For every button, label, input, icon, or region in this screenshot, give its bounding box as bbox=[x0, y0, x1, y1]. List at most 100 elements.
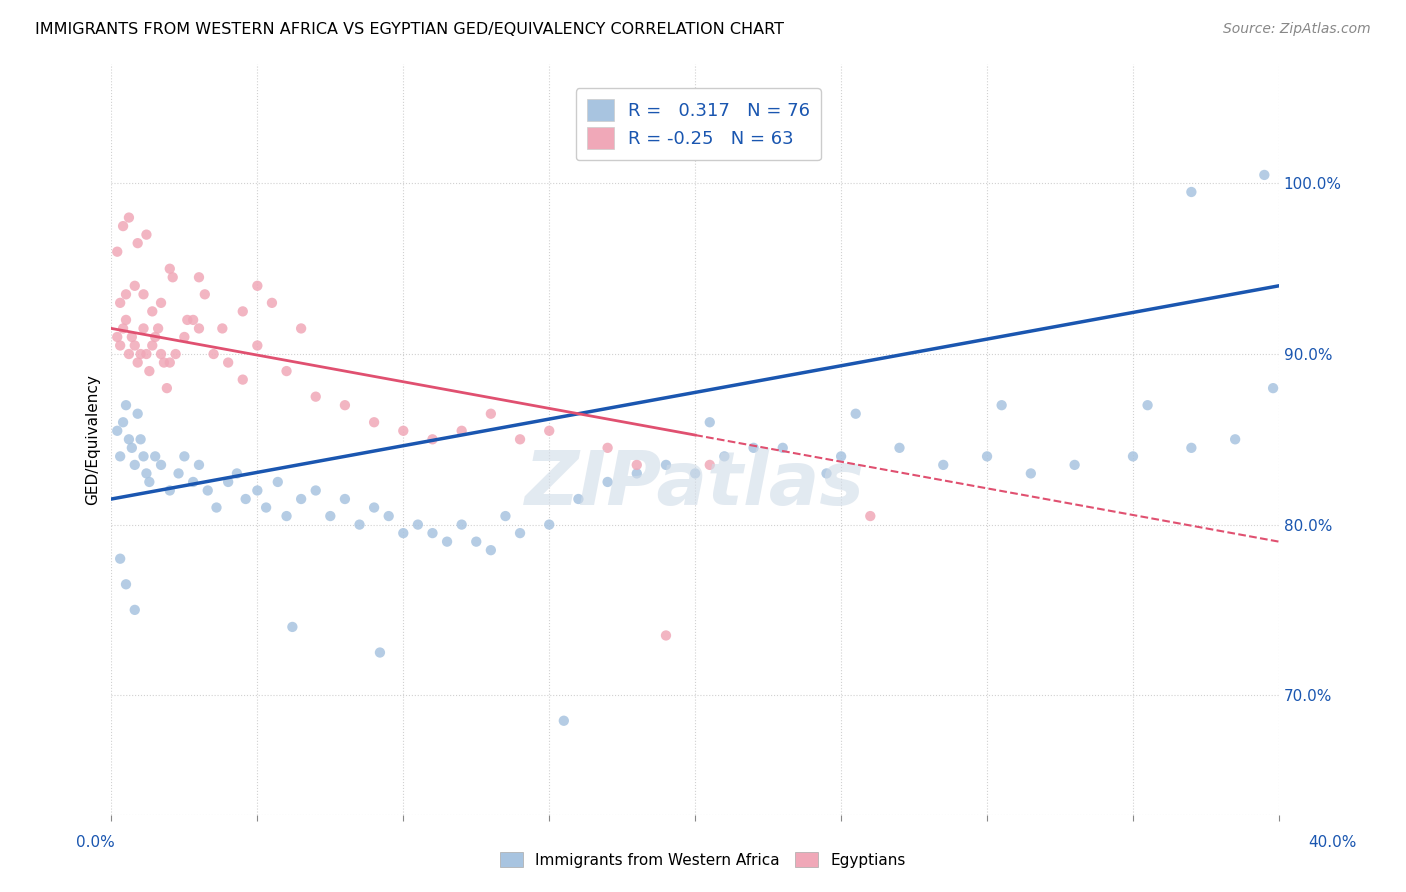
Point bbox=[162, 270, 184, 285]
Point bbox=[509, 432, 531, 446]
Point bbox=[859, 509, 882, 524]
Point bbox=[159, 483, 181, 498]
Point bbox=[124, 338, 146, 352]
Point bbox=[124, 278, 146, 293]
Point bbox=[124, 458, 146, 472]
Point bbox=[276, 364, 298, 378]
Point bbox=[699, 458, 721, 472]
Point bbox=[181, 475, 204, 489]
Point bbox=[538, 517, 561, 532]
Point bbox=[173, 450, 195, 464]
Point bbox=[377, 509, 399, 524]
Point bbox=[494, 509, 516, 524]
Point bbox=[655, 458, 678, 472]
Point bbox=[742, 441, 765, 455]
Point bbox=[167, 467, 190, 481]
Point bbox=[422, 526, 444, 541]
Point bbox=[976, 450, 998, 464]
Point bbox=[115, 287, 138, 301]
Point bbox=[108, 450, 131, 464]
Point bbox=[118, 432, 141, 446]
Point bbox=[232, 373, 254, 387]
Point bbox=[450, 424, 472, 438]
Point bbox=[127, 236, 149, 251]
Point bbox=[392, 424, 415, 438]
Point bbox=[392, 526, 415, 541]
Point bbox=[246, 338, 269, 352]
Legend: R =   0.317   N = 76, R = -0.25   N = 63: R = 0.317 N = 76, R = -0.25 N = 63 bbox=[576, 88, 821, 161]
Point bbox=[150, 347, 173, 361]
Point bbox=[138, 475, 160, 489]
Point bbox=[235, 491, 257, 506]
Point bbox=[699, 415, 721, 429]
Point bbox=[138, 364, 160, 378]
Point bbox=[845, 407, 868, 421]
Point bbox=[267, 475, 290, 489]
Point bbox=[932, 458, 955, 472]
Point bbox=[465, 534, 488, 549]
Point bbox=[479, 543, 502, 558]
Point bbox=[626, 458, 648, 472]
Point bbox=[226, 467, 249, 481]
Point bbox=[596, 441, 619, 455]
Point bbox=[127, 407, 149, 421]
Point bbox=[118, 211, 141, 225]
Point bbox=[596, 475, 619, 489]
Point bbox=[276, 509, 298, 524]
Point bbox=[173, 330, 195, 344]
Point bbox=[217, 475, 239, 489]
Point bbox=[121, 441, 143, 455]
Point bbox=[553, 714, 575, 728]
Point bbox=[211, 321, 233, 335]
Point bbox=[129, 347, 152, 361]
Point bbox=[156, 381, 179, 395]
Text: Source: ZipAtlas.com: Source: ZipAtlas.com bbox=[1223, 22, 1371, 37]
Point bbox=[118, 347, 141, 361]
Point bbox=[254, 500, 277, 515]
Point bbox=[1122, 450, 1144, 464]
Point bbox=[246, 278, 269, 293]
Point bbox=[132, 321, 155, 335]
Point bbox=[333, 398, 356, 412]
Point bbox=[124, 603, 146, 617]
Point bbox=[567, 491, 589, 506]
Point bbox=[141, 304, 163, 318]
Point bbox=[105, 330, 128, 344]
Point bbox=[990, 398, 1012, 412]
Point bbox=[115, 398, 138, 412]
Point bbox=[713, 450, 735, 464]
Point bbox=[108, 551, 131, 566]
Point bbox=[205, 500, 228, 515]
Point bbox=[197, 483, 219, 498]
Point bbox=[815, 467, 838, 481]
Point bbox=[115, 577, 138, 591]
Point bbox=[889, 441, 911, 455]
Point bbox=[479, 407, 502, 421]
Point bbox=[1180, 185, 1202, 199]
Text: 40.0%: 40.0% bbox=[1309, 836, 1357, 850]
Point bbox=[406, 517, 429, 532]
Point bbox=[538, 424, 561, 438]
Point bbox=[112, 415, 135, 429]
Point bbox=[115, 313, 138, 327]
Point bbox=[422, 432, 444, 446]
Point bbox=[176, 313, 198, 327]
Point bbox=[281, 620, 304, 634]
Point bbox=[105, 244, 128, 259]
Point bbox=[1253, 168, 1275, 182]
Point bbox=[194, 287, 217, 301]
Point bbox=[181, 313, 204, 327]
Point bbox=[153, 355, 176, 369]
Point bbox=[188, 321, 211, 335]
Point bbox=[112, 219, 135, 233]
Point bbox=[146, 321, 169, 335]
Point bbox=[290, 321, 312, 335]
Point bbox=[141, 338, 163, 352]
Point bbox=[450, 517, 472, 532]
Legend: Immigrants from Western Africa, Egyptians: Immigrants from Western Africa, Egyptian… bbox=[494, 846, 912, 873]
Point bbox=[333, 491, 356, 506]
Point bbox=[349, 517, 371, 532]
Point bbox=[509, 526, 531, 541]
Point bbox=[127, 355, 149, 369]
Point bbox=[165, 347, 187, 361]
